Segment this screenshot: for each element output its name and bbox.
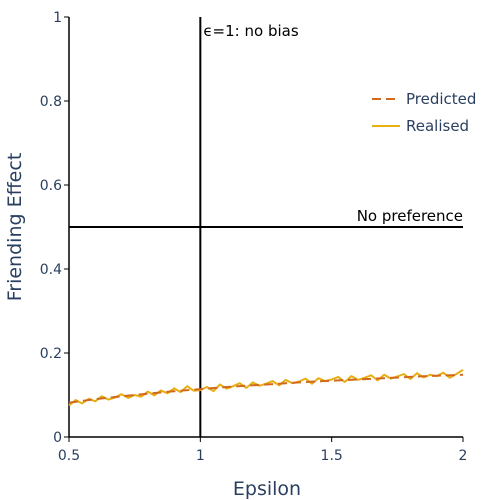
y-tick-label: 0.6 — [40, 178, 62, 194]
y-tick-label: 1 — [53, 10, 62, 26]
legend-label-realised: Realised — [406, 117, 469, 135]
x-axis-title: Epsilon — [233, 478, 301, 500]
x-tick-label: 1 — [196, 448, 205, 464]
x-tick-label: 0.5 — [58, 448, 80, 464]
x-tick-label: 1.5 — [321, 448, 343, 464]
legend-label-predicted: Predicted — [406, 90, 476, 108]
series-line-predicted — [68, 373, 464, 404]
y-tick-label: 0.2 — [40, 346, 62, 362]
legend: Predicted Realised — [372, 90, 476, 135]
no-bias-annotation: ϵ=1: no bias — [203, 22, 298, 40]
y-tick-label: 0.4 — [40, 262, 62, 278]
no-preference-annotation: No preference — [357, 207, 463, 225]
y-tick-label: 0 — [53, 430, 62, 446]
x-tick-label: 2 — [459, 448, 468, 464]
reference-lines-layer: ϵ=1: no bias No preference — [69, 17, 463, 437]
series-layer — [68, 368, 464, 407]
y-axis-title: Friending Effect — [4, 153, 26, 302]
y-tick-label: 0.8 — [40, 94, 62, 110]
axes-layer: 0 0.2 0.4 0.6 0.8 1 0.5 1 1.5 2 — [40, 10, 468, 464]
